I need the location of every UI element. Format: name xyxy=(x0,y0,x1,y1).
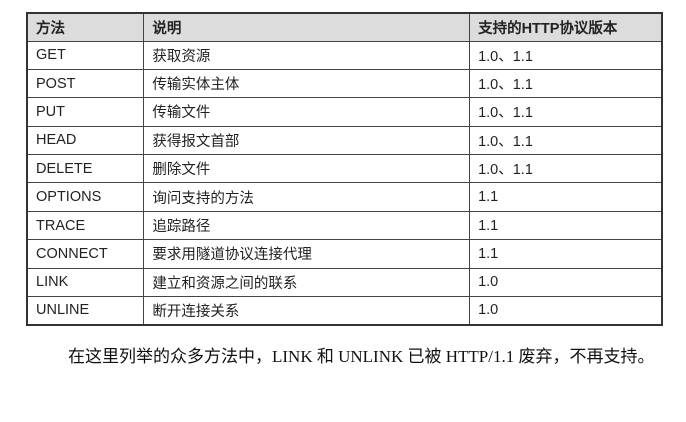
body-paragraph: 在这里列举的众多方法中，LINK 和 UNLINK 已被 HTTP/1.1 废弃… xyxy=(68,347,655,366)
description-cell: 询问支持的方法 xyxy=(143,182,471,212)
table-row: DELETE 删除文件 1.0、1.1 xyxy=(26,154,663,184)
table-row: HEAD 获得报文首部 1.0、1.1 xyxy=(26,125,663,156)
description-cell: 传输实体主体 xyxy=(143,68,471,99)
method-cell: TRACE xyxy=(26,210,145,241)
description-cell: 追踪路径 xyxy=(143,210,471,241)
table-row: UNLINE 断开连接关系 1.0 xyxy=(26,296,663,326)
table-row: CONNECT 要求用隧道协议连接代理 1.1 xyxy=(26,239,663,269)
version-cell: 1.0、1.1 xyxy=(469,154,663,184)
table-header-row: 方法 说明 支持的HTTP协议版本 xyxy=(26,12,663,42)
version-cell: 1.0、1.1 xyxy=(469,68,663,99)
description-cell: 要求用隧道协议连接代理 xyxy=(143,239,471,269)
table-row: GET 获取资源 1.0、1.1 xyxy=(26,40,663,70)
method-cell: GET xyxy=(26,40,145,70)
method-cell: DELETE xyxy=(26,154,145,184)
table-row: POST 传输实体主体 1.0、1.1 xyxy=(26,68,663,99)
version-cell: 1.0 xyxy=(469,267,663,298)
description-cell: 获取资源 xyxy=(143,40,471,70)
description-cell: 传输文件 xyxy=(143,97,471,127)
method-cell: PUT xyxy=(26,97,145,127)
version-cell: 1.0 xyxy=(469,296,663,326)
description-cell: 删除文件 xyxy=(143,154,471,184)
description-cell: 断开连接关系 xyxy=(143,296,471,326)
method-cell: UNLINE xyxy=(26,296,145,326)
table-row: OPTIONS 询问支持的方法 1.1 xyxy=(26,182,663,212)
method-cell: LINK xyxy=(26,267,145,298)
table-row: LINK 建立和资源之间的联系 1.0 xyxy=(26,267,663,298)
table-row: TRACE 追踪路径 1.1 xyxy=(26,210,663,241)
description-cell: 获得报文首部 xyxy=(143,125,471,156)
version-cell: 1.0、1.1 xyxy=(469,97,663,127)
method-cell: HEAD xyxy=(26,125,145,156)
method-cell: POST xyxy=(26,68,145,99)
method-cell: OPTIONS xyxy=(26,182,145,212)
version-cell: 1.0、1.1 xyxy=(469,125,663,156)
version-cell: 1.0、1.1 xyxy=(469,40,663,70)
http-methods-table: 方法 说明 支持的HTTP协议版本 GET 获取资源 1.0、1.1 POST 传输实体… xyxy=(26,12,663,326)
version-cell: 1.1 xyxy=(469,182,663,212)
header-method: 方法 xyxy=(26,12,145,42)
version-cell: 1.1 xyxy=(469,239,663,269)
description-cell: 建立和资源之间的联系 xyxy=(143,267,471,298)
method-cell: CONNECT xyxy=(26,239,145,269)
version-cell: 1.1 xyxy=(469,210,663,241)
table-row: PUT 传输文件 1.0、1.1 xyxy=(26,97,663,127)
header-description: 说明 xyxy=(143,12,471,42)
header-http-version: 支持的HTTP协议版本 xyxy=(469,12,663,42)
